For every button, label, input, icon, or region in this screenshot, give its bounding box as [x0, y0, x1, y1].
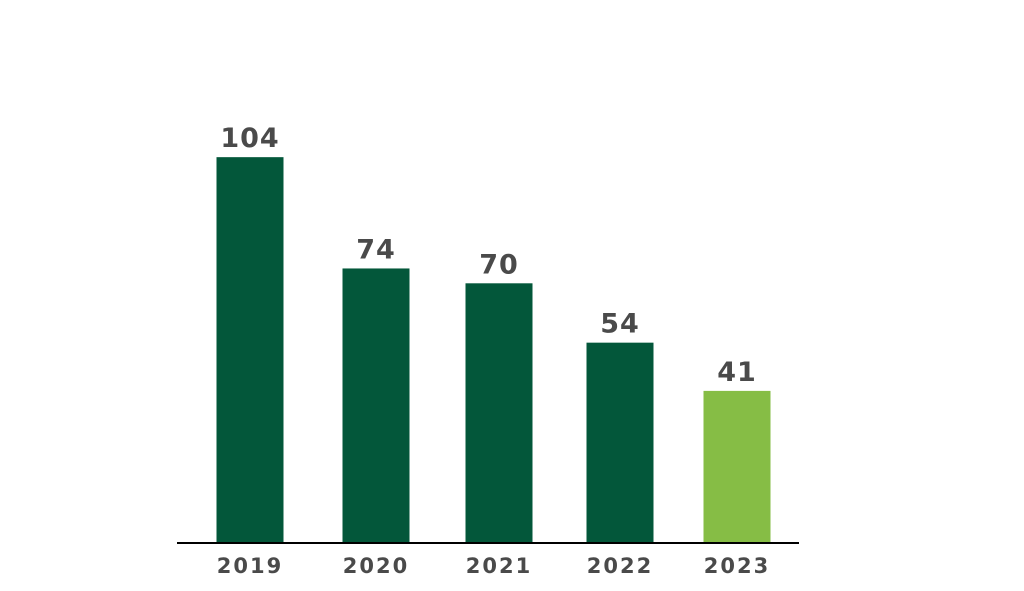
bar-2021 [465, 283, 533, 543]
data-label-2022: 54 [600, 309, 640, 340]
x-tick-label-2020: 2020 [343, 554, 409, 578]
data-label-2020: 74 [356, 234, 396, 265]
x-tick-label-2023: 2023 [704, 554, 770, 578]
data-label-2021: 70 [479, 249, 519, 280]
bar-2019 [216, 157, 284, 543]
data-label-2019: 104 [220, 123, 279, 154]
bar-2022 [586, 342, 654, 543]
x-tick-label-2021: 2021 [466, 554, 532, 578]
x-tick-labels-group: 2019 2020 2021 2022 2023 [217, 554, 770, 578]
bars-group [216, 157, 771, 543]
value-labels-group: 104 74 70 54 41 [220, 123, 757, 388]
bar-2020 [342, 268, 410, 543]
data-label-2023: 41 [717, 357, 757, 388]
bar-2023 [703, 390, 771, 543]
x-tick-label-2022: 2022 [587, 554, 653, 578]
x-tick-label-2019: 2019 [217, 554, 283, 578]
